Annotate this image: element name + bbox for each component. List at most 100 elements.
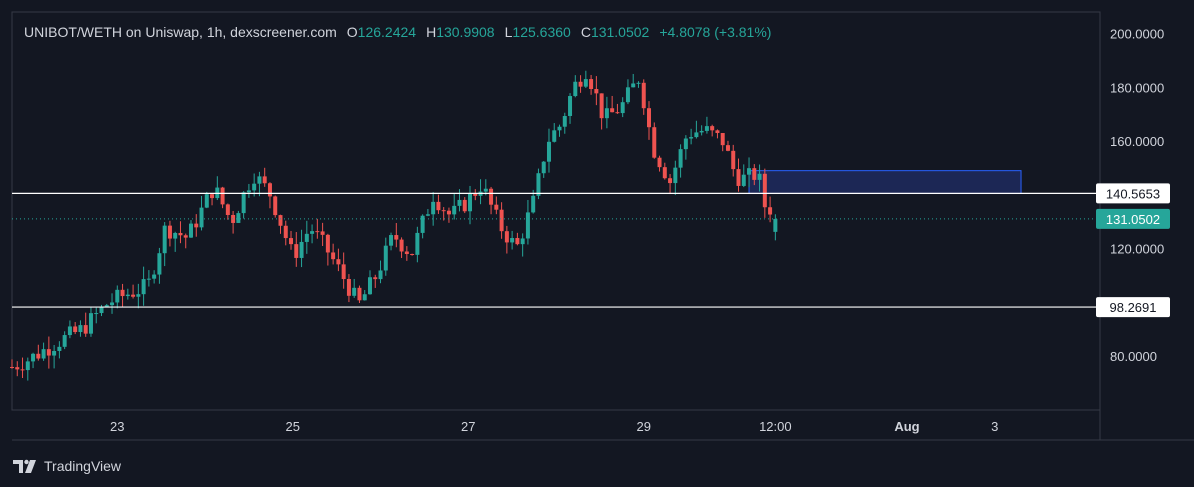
candle-body <box>683 138 688 150</box>
price-zone-box <box>748 170 1022 195</box>
candle-body <box>452 205 457 215</box>
candle-body <box>420 215 425 233</box>
candle-body <box>236 213 241 223</box>
candle-body <box>373 277 378 280</box>
candle-body <box>431 201 436 215</box>
candle-body <box>194 223 199 228</box>
candle-body <box>689 137 694 139</box>
candle-body <box>647 108 652 128</box>
candle-body <box>357 287 362 301</box>
candle-body <box>394 235 399 240</box>
y-tick-label: 80.0000 <box>1110 349 1157 364</box>
candle-body <box>152 274 157 279</box>
candle-body <box>167 225 172 239</box>
candle-body <box>267 183 272 197</box>
low-label: L <box>504 24 513 40</box>
level-price-tag <box>1096 297 1170 318</box>
x-tick-label: 27 <box>461 419 475 434</box>
tradingview-logo-icon <box>13 459 36 473</box>
close-label: C <box>580 24 591 40</box>
y-tick-label: 200.0000 <box>1110 27 1164 42</box>
candle-body <box>757 173 762 180</box>
candle-body <box>325 234 330 253</box>
candle-body <box>536 173 541 196</box>
candle-body <box>283 225 288 239</box>
candle-body <box>668 178 673 184</box>
candle-body <box>104 305 109 307</box>
candle-body <box>157 253 162 275</box>
candle-body <box>378 270 383 280</box>
candle-body <box>162 225 167 254</box>
candle-body <box>557 126 562 131</box>
candle-body <box>120 289 125 297</box>
candle-body <box>294 244 299 258</box>
candle-body <box>78 325 83 333</box>
candle-body <box>610 108 615 113</box>
candle-body <box>499 209 504 232</box>
candle-body <box>15 367 20 370</box>
candle-body <box>694 132 699 138</box>
candle-body <box>46 349 51 356</box>
candle-body <box>336 259 341 265</box>
candle-body <box>715 130 720 134</box>
chart-legend: UNIBOT/WETH on Uniswap, 1h, dexscreener.… <box>24 24 771 40</box>
high-label: H <box>426 24 437 40</box>
candle-body <box>315 231 320 233</box>
candle-body <box>752 168 757 180</box>
candle-body <box>494 204 499 210</box>
candle-body <box>625 87 630 103</box>
candle-body <box>83 325 88 334</box>
candle-body <box>320 231 325 235</box>
candle-body <box>541 161 546 174</box>
candle-body <box>678 149 683 168</box>
candle-body <box>741 174 746 186</box>
candle-body <box>204 194 209 208</box>
candle-body <box>410 254 415 256</box>
level-price-tag <box>1096 183 1170 204</box>
candle-body <box>720 133 725 146</box>
candle-body <box>546 141 551 162</box>
candle-body <box>241 192 246 214</box>
candle-body <box>725 145 730 151</box>
candle-body <box>483 188 488 192</box>
x-tick-label: 23 <box>110 419 124 434</box>
candle-body <box>562 115 567 127</box>
candle-body <box>573 81 578 97</box>
candle-body <box>220 187 225 205</box>
candle-body <box>299 241 304 258</box>
brand-name: TradingView <box>44 458 122 474</box>
candle-body <box>25 361 30 371</box>
last-price-tag <box>1096 208 1170 229</box>
candle-body <box>178 232 183 236</box>
candle-body <box>415 232 420 255</box>
candle-body <box>346 279 351 296</box>
candle-body <box>136 294 141 297</box>
brand-footer[interactable]: TradingView <box>12 455 121 477</box>
candle-body <box>131 294 136 297</box>
x-tick-label: 25 <box>286 419 300 434</box>
candle-body <box>504 231 509 243</box>
x-tick-label: 3 <box>991 419 998 434</box>
candle-body <box>10 366 14 368</box>
candle-body <box>636 82 641 84</box>
symbol-title: UNIBOT/WETH on Uniswap, 1h, dexscreener.… <box>24 24 337 40</box>
candle-body <box>331 252 336 260</box>
candle-body <box>425 214 430 216</box>
candle-body <box>673 167 678 184</box>
candle-body <box>310 231 315 234</box>
open-value: 126.2424 <box>357 24 417 40</box>
candle-body <box>699 130 704 133</box>
level-price-label: 98.2691 <box>1110 300 1157 315</box>
candle-body <box>62 335 67 347</box>
candle-body <box>657 157 662 168</box>
candle-body <box>441 210 446 212</box>
candle-body <box>36 353 41 359</box>
candle-body <box>552 130 557 142</box>
candle-body <box>20 369 25 371</box>
candle-body <box>94 313 99 315</box>
candle-body <box>246 190 251 193</box>
y-tick-label: 160.0000 <box>1110 134 1164 149</box>
candle-body <box>362 294 367 301</box>
candle-body <box>704 126 709 131</box>
